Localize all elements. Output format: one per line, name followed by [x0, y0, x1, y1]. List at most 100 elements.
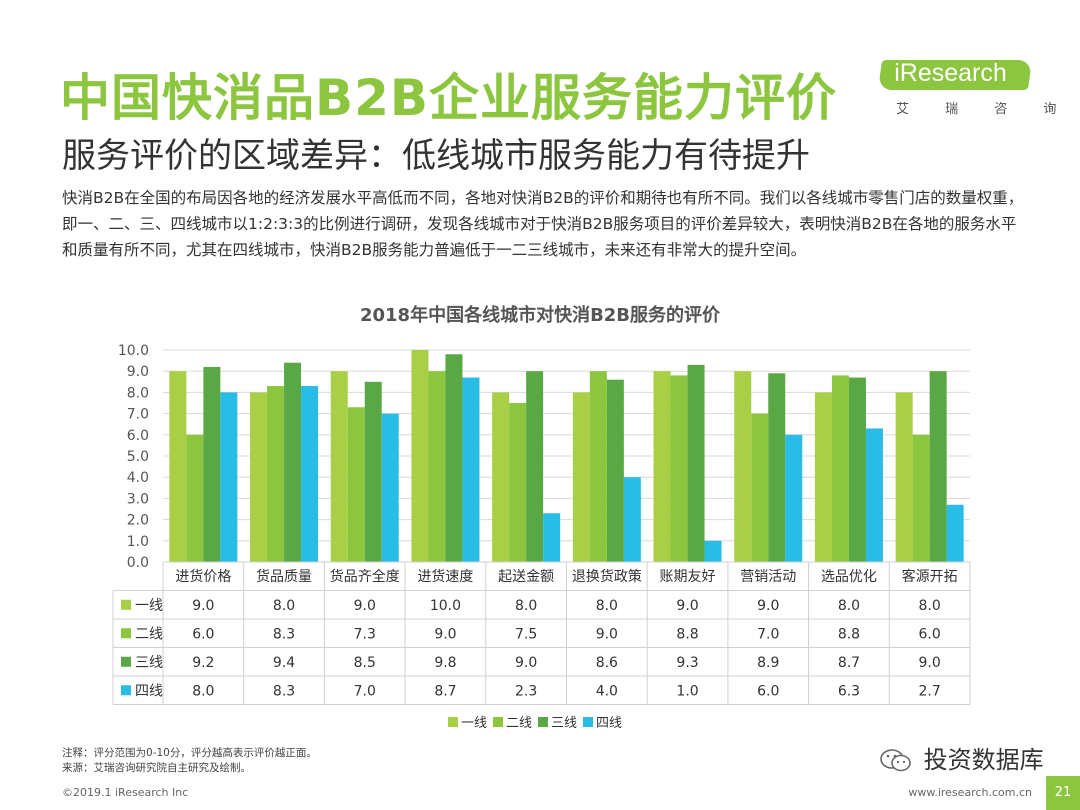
x-tick-label: 进货速度	[417, 568, 473, 585]
x-tick-label: 账期友好	[660, 569, 716, 585]
data-value: 7.3	[354, 626, 376, 642]
bar-三线-货品质量	[284, 362, 302, 562]
data-value: 7.5	[515, 626, 537, 642]
data-value: 8.7	[838, 655, 860, 671]
bar-三线-货品齐全度	[364, 381, 382, 562]
bar-二线-退换货政策	[589, 371, 607, 562]
table-row-label: 三线	[135, 655, 163, 671]
data-value: 4.0	[596, 683, 618, 699]
data-value: 7.0	[757, 626, 779, 642]
wechat-watermark: 投资数据库	[880, 740, 1044, 775]
data-value: 6.0	[919, 626, 941, 642]
data-value: 6.0	[192, 626, 214, 642]
page-subtitle: 服务评价的区域差异：低线城市服务能力有待提升	[62, 136, 810, 176]
bar-二线-选品优化	[831, 375, 849, 562]
data-value: 2.7	[919, 683, 941, 699]
bar-四线-营销活动	[785, 434, 803, 562]
bar-三线-营销活动	[768, 373, 786, 562]
y-tick-label: 1.0	[127, 534, 149, 550]
bar-三线-客源开拓	[929, 371, 947, 562]
data-value: 6.3	[838, 683, 860, 699]
data-value: 8.0	[838, 598, 860, 614]
y-tick-label: 0.0	[127, 555, 149, 571]
data-value: 7.0	[354, 683, 376, 699]
table-row-label: 一线	[135, 598, 163, 614]
y-tick-label: 6.0	[127, 428, 149, 444]
bar-二线-营销活动	[751, 413, 769, 562]
data-value: 8.0	[919, 598, 941, 614]
table-legend-key	[121, 656, 131, 667]
bar-三线-进货速度	[445, 354, 463, 562]
iresearch-logo: iResearch 艾 瑞 咨 询	[877, 59, 1073, 117]
legend-key-一线	[448, 717, 458, 727]
bar-一线-账期友好	[653, 371, 671, 562]
data-value: 9.3	[676, 655, 698, 671]
data-value: 6.0	[757, 683, 779, 699]
x-tick-label: 客源开拓	[902, 568, 958, 585]
bar-一线-退换货政策	[572, 392, 590, 562]
y-tick-label: 7.0	[127, 407, 149, 423]
bar-三线-退换货政策	[606, 379, 624, 562]
bar-二线-进货速度	[428, 371, 446, 562]
x-tick-label: 营销活动	[740, 569, 796, 585]
y-tick-label: 8.0	[127, 385, 149, 401]
bar-一线-选品优化	[814, 392, 832, 562]
data-value: 10.0	[430, 598, 461, 614]
bar-四线-进货速度	[462, 377, 480, 562]
bar-一线-起送金额	[492, 392, 510, 562]
x-tick-label: 退换货政策	[572, 568, 642, 585]
data-value: 8.0	[596, 598, 618, 614]
x-tick-label: 选品优化	[821, 569, 877, 585]
data-value: 9.0	[354, 598, 376, 614]
logo-subtitle: 艾 瑞 咨 询	[896, 102, 1073, 117]
y-tick-label: 3.0	[127, 491, 149, 507]
data-value: 8.3	[273, 626, 295, 642]
page-title: 中国快消品B2B企业服务能力评价	[60, 69, 838, 127]
data-value: 1.0	[676, 683, 698, 699]
bar-三线-起送金额	[526, 371, 544, 562]
intro-paragraph: 快消B2B在全国的布局因各地的经济发展水平高低而不同，各地对快消B2B的评价和期…	[62, 189, 1024, 259]
legend-label-二线: 二线	[506, 716, 532, 731]
bar-三线-进货价格	[203, 366, 221, 562]
x-tick-label: 货品齐全度	[330, 568, 400, 585]
data-value: 9.0	[757, 598, 779, 614]
data-value: 9.4	[273, 655, 295, 671]
bar-二线-起送金额	[509, 403, 527, 562]
copyright: ©2019.1 iResearch Inc	[62, 786, 189, 799]
y-tick-label: 4.0	[127, 470, 149, 486]
footnote-scale: 注释：评分范围为0-10分，评分越高表示评价越正面。	[62, 747, 317, 759]
data-value: 9.0	[434, 626, 456, 642]
bar-二线-货品齐全度	[347, 407, 365, 562]
wechat-icon	[880, 749, 911, 772]
table-row-label: 二线	[135, 626, 163, 642]
bar-四线-货品齐全度	[381, 413, 399, 562]
bar-三线-选品优化	[848, 377, 866, 562]
data-value: 9.0	[919, 655, 941, 671]
table-row-label: 四线	[135, 683, 163, 699]
bar-一线-客源开拓	[895, 392, 913, 562]
data-value: 8.9	[757, 655, 779, 671]
data-value: 8.8	[838, 626, 860, 642]
data-value: 2.3	[515, 683, 537, 699]
table-legend-key	[121, 599, 131, 610]
website-url: www.iresearch.com.cn	[908, 786, 1032, 799]
data-value: 9.0	[515, 655, 537, 671]
bar-二线-客源开拓	[912, 434, 930, 562]
data-value: 8.0	[192, 683, 214, 699]
bar-四线-账期友好	[704, 540, 722, 562]
legend-label-三线: 三线	[551, 716, 577, 731]
x-tick-label: 进货价格	[175, 568, 231, 585]
legend-key-三线	[538, 717, 548, 727]
bar-四线-货品质量	[301, 386, 319, 562]
data-value: 8.0	[273, 598, 295, 614]
data-value: 8.5	[354, 655, 376, 671]
data-value: 9.0	[676, 598, 698, 614]
legend-label-一线: 一线	[461, 716, 487, 731]
bar-一线-货品质量	[250, 392, 268, 562]
x-tick-label: 起送金额	[498, 569, 554, 585]
chart-title: 2018年中国各线城市对快消B2B服务的评价	[359, 305, 721, 326]
legend-key-四线	[583, 717, 593, 727]
data-value: 8.8	[676, 626, 698, 642]
data-value: 9.8	[434, 655, 456, 671]
